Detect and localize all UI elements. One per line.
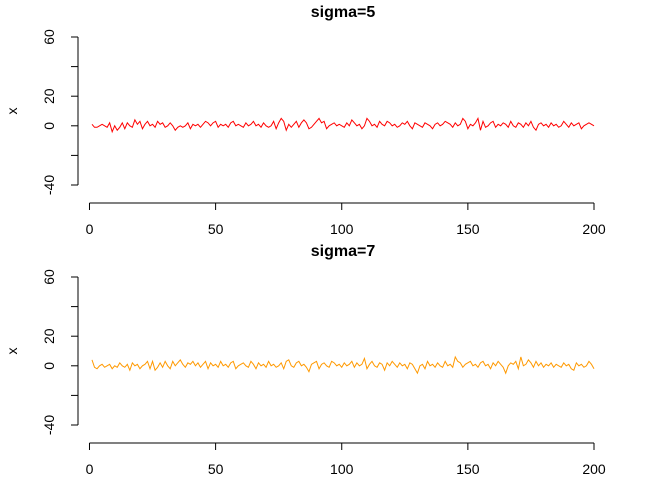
y-tick-label: 60 (41, 269, 57, 285)
x-tick-label: 200 (582, 221, 606, 237)
x-tick-label: 100 (330, 461, 354, 477)
chart-panel-2: sigma=7 -40 0 20 60 x 0 50 100 150 200 (4, 243, 606, 477)
y-axis-label: x (4, 108, 20, 115)
y-tick-label: -40 (41, 415, 57, 435)
x-tick-label: 150 (456, 461, 480, 477)
x-tick-label: 50 (208, 221, 224, 237)
x-tick-label: 200 (582, 461, 606, 477)
y-tick-label: 20 (41, 88, 57, 104)
chart-title: sigma=7 (311, 243, 376, 260)
x-tick-label: 0 (86, 461, 94, 477)
x-tick-label: 50 (208, 461, 224, 477)
y-tick-label: -40 (41, 175, 57, 195)
x-tick-label: 100 (330, 221, 354, 237)
series-line-1 (91, 355, 595, 375)
chart-panel-1: sigma=5 -40 0 20 60 x 0 50 100 150 200 (4, 4, 606, 237)
y-axis-label: x (4, 348, 20, 355)
series-line-1 (91, 117, 595, 134)
x-tick-label: 150 (456, 221, 480, 237)
y-tick-label: 0 (41, 122, 57, 130)
chart-title: sigma=5 (311, 4, 376, 21)
y-tick-label: 20 (41, 328, 57, 344)
y-tick-label: 60 (41, 29, 57, 45)
y-tick-label: 0 (41, 362, 57, 370)
x-tick-label: 0 (86, 221, 94, 237)
